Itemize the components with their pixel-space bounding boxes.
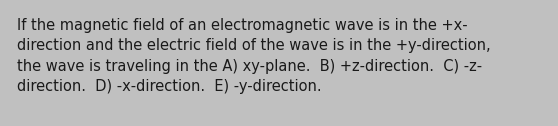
Text: If the magnetic field of an electromagnetic wave is in the +x-
direction and the: If the magnetic field of an electromagne… [17,18,490,94]
